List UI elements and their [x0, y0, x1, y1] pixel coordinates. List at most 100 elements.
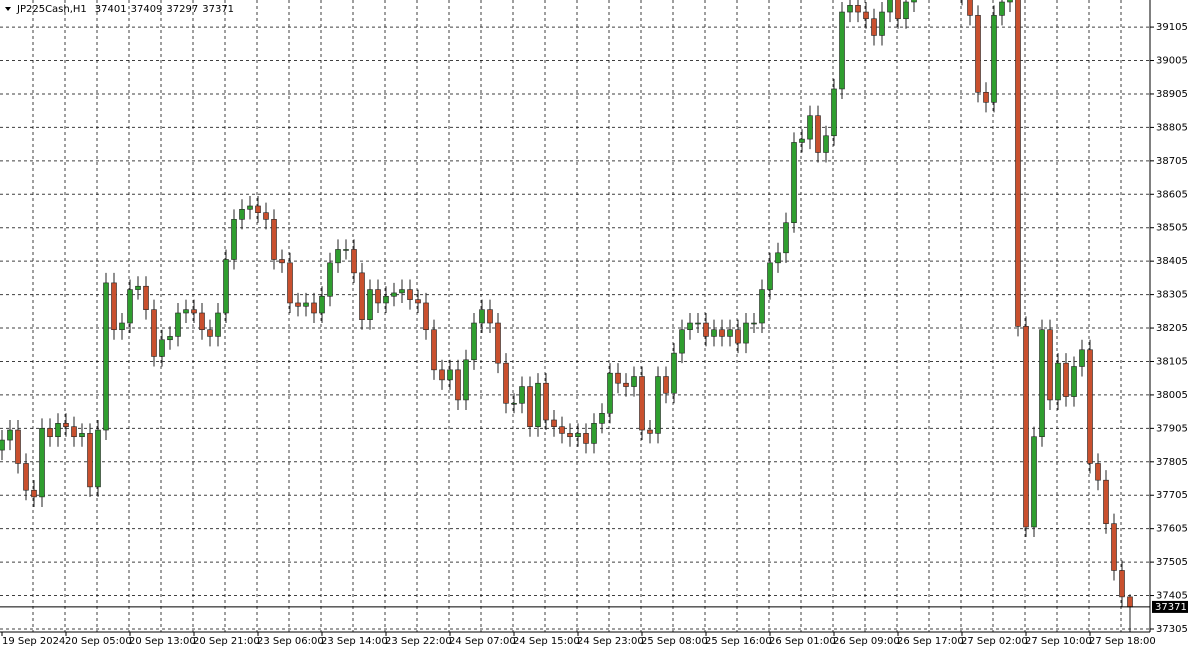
- candle-body: [535, 382, 541, 427]
- candle-body: [991, 15, 997, 103]
- candle-body: [207, 329, 213, 337]
- candle-body: [1063, 362, 1069, 397]
- y-tick-label: 37605: [1156, 524, 1188, 535]
- candle-body: [439, 369, 445, 381]
- candle-body: [1119, 570, 1125, 598]
- candle-body: [863, 11, 869, 20]
- candle-body: [407, 289, 413, 300]
- candle-body: [1055, 362, 1061, 401]
- x-tick-label: 20 Sep 05:00: [65, 636, 132, 647]
- candle-body: [415, 299, 421, 304]
- candle-body: [39, 428, 45, 498]
- candle-body: [607, 372, 613, 414]
- candle-body: [911, 0, 917, 3]
- close-value: 37371: [202, 4, 234, 15]
- candle-body: [63, 423, 69, 427]
- candle-body: [271, 219, 277, 260]
- candle-body: [591, 423, 597, 444]
- candle-body: [31, 489, 37, 498]
- candle-body: [807, 115, 813, 140]
- candle-body: [399, 289, 405, 294]
- candle-body: [599, 413, 605, 424]
- candle-body: [0, 439, 5, 451]
- candle-body: [263, 212, 269, 220]
- candle-body: [511, 402, 517, 405]
- candle-body: [95, 429, 101, 488]
- candle-body: [1031, 436, 1037, 528]
- candle-body: [287, 262, 293, 304]
- candle-body: [319, 295, 325, 314]
- y-tick-label: 38205: [1156, 323, 1188, 334]
- candle-body: [1007, 0, 1013, 3]
- candle-body: [583, 433, 589, 444]
- candle-body: [223, 259, 229, 314]
- x-tick-label: 27 Sep 02:00: [961, 636, 1028, 647]
- high-value: 37409: [131, 4, 163, 15]
- x-tick-label: 27 Sep 10:00: [1025, 636, 1092, 647]
- candle-body: [1111, 523, 1117, 571]
- candle-body: [231, 219, 237, 260]
- candle-body: [895, 0, 901, 20]
- candle-body: [303, 302, 309, 307]
- candle-body: [1023, 326, 1029, 528]
- candle-body: [143, 285, 149, 310]
- candle-body: [671, 352, 677, 394]
- candle-body: [479, 309, 485, 324]
- candle-body: [1103, 479, 1109, 524]
- x-tick-label: 19 Sep 2024: [2, 636, 65, 647]
- candle-body: [279, 259, 285, 264]
- low-value: 37297: [166, 4, 198, 15]
- candle-body: [631, 376, 637, 387]
- candle-body: [855, 5, 861, 13]
- candle-body: [663, 376, 669, 394]
- candle-body: [487, 309, 493, 324]
- x-tick-label: 27 Sep 18:00: [1089, 636, 1156, 647]
- candle-body: [343, 249, 349, 251]
- candle-body: [71, 426, 77, 438]
- y-tick-label: 38505: [1156, 223, 1188, 234]
- candle-body: [655, 376, 661, 434]
- candle-body: [103, 282, 109, 431]
- x-tick-label: 25 Sep 16:00: [705, 636, 772, 647]
- x-tick-label: 25 Sep 08:00: [641, 636, 708, 647]
- candle-body: [503, 362, 509, 404]
- y-tick-label: 37505: [1156, 557, 1188, 568]
- candle-body: [799, 138, 805, 143]
- candle-body: [1087, 349, 1093, 464]
- candle-body: [759, 289, 765, 324]
- candle-body: [623, 382, 629, 387]
- candle-body: [815, 115, 821, 153]
- candle-body: [431, 329, 437, 371]
- x-tick-label: 24 Sep 23:00: [577, 636, 644, 647]
- candle-body: [871, 18, 877, 36]
- x-tick-label: 26 Sep 17:00: [897, 636, 964, 647]
- candle-body: [471, 322, 477, 361]
- candle-body: [183, 309, 189, 314]
- candle-body: [695, 322, 701, 325]
- candles: [0, 0, 1150, 632]
- candle-body: [1071, 366, 1077, 397]
- candle-body: [1127, 596, 1133, 608]
- candle-body: [47, 428, 53, 438]
- candle-body: [839, 11, 845, 90]
- candle-body: [751, 322, 757, 325]
- y-tick-label: 38805: [1156, 122, 1188, 133]
- candle-body: [199, 312, 205, 331]
- x-tick-label: 23 Sep 14:00: [321, 636, 388, 647]
- candle-body: [175, 312, 181, 337]
- candle-body: [983, 91, 989, 103]
- candle-body: [719, 329, 725, 337]
- candle-body: [639, 376, 645, 431]
- candle-body: [735, 329, 741, 344]
- candle-body: [679, 329, 685, 354]
- candle-body: [79, 433, 85, 438]
- candle-body: [1047, 329, 1053, 401]
- candle-body: [295, 302, 301, 307]
- candle-body: [551, 419, 557, 427]
- candle-body: [111, 282, 117, 331]
- candle-body: [151, 309, 157, 357]
- candle-body: [159, 339, 165, 357]
- candle-body: [15, 429, 21, 464]
- menu-triangle[interactable]: [5, 7, 11, 11]
- candle-body: [543, 382, 549, 421]
